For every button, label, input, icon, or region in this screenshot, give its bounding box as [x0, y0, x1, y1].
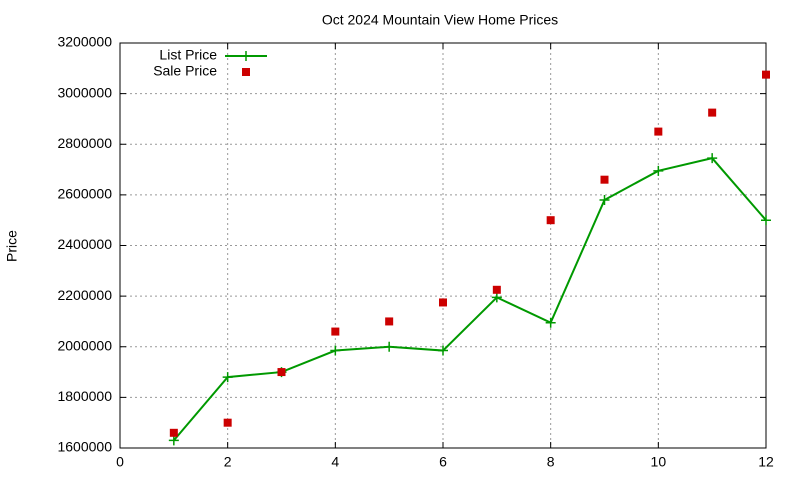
marker-shape — [599, 194, 610, 205]
data-point — [169, 428, 178, 437]
y-tick-label: 2000000 — [57, 337, 112, 353]
x-tick-label: 6 — [439, 454, 447, 470]
data-point — [438, 345, 448, 356]
data-point — [653, 165, 664, 176]
x-tick-label: 10 — [651, 454, 667, 470]
marker-shape — [491, 292, 502, 303]
y-tick-label: 3000000 — [57, 84, 112, 100]
legend-label: List Price — [159, 47, 217, 63]
y-tick-label: 2600000 — [57, 186, 112, 202]
data-point — [330, 345, 341, 356]
marker-shape — [222, 372, 233, 383]
data-point — [654, 127, 663, 136]
data-point — [223, 418, 232, 427]
plot-border — [119, 42, 767, 449]
y-tick-label: 1600000 — [57, 439, 112, 455]
data-point — [708, 108, 717, 117]
y-tick-label: 2800000 — [57, 135, 112, 151]
y-axis-label: Price — [4, 230, 20, 262]
y-tick-label: 3200000 — [57, 34, 112, 50]
data-point — [546, 216, 555, 225]
marker-shape — [761, 215, 771, 226]
x-tick-label: 2 — [224, 454, 232, 470]
data-point — [277, 368, 286, 377]
data-point — [599, 194, 610, 205]
legend-marker — [242, 68, 250, 76]
data-point — [545, 317, 556, 328]
data-point — [384, 341, 395, 352]
legend-marker — [241, 51, 251, 61]
chart-title: Oct 2024 Mountain View Home Prices — [322, 12, 558, 28]
data-point — [491, 292, 502, 303]
y-tick-label: 1800000 — [57, 388, 112, 404]
marker-shape — [653, 165, 664, 176]
x-tick-label: 12 — [758, 454, 774, 470]
data-point — [439, 298, 447, 307]
data-point — [492, 285, 501, 294]
marker-shape — [707, 153, 718, 164]
data-point — [761, 215, 771, 226]
series-line — [173, 157, 767, 442]
data-point — [707, 153, 718, 164]
marker-shape — [168, 435, 179, 446]
data-point — [385, 317, 394, 326]
data-point — [168, 435, 179, 446]
data-point — [331, 327, 340, 336]
marker-shape — [438, 345, 448, 356]
data-point — [222, 372, 233, 383]
data-point — [600, 175, 609, 184]
x-tick-label: 8 — [547, 454, 555, 470]
y-tick-label: 2200000 — [57, 287, 112, 303]
x-tick-label: 4 — [331, 454, 339, 470]
y-tick-label: 2400000 — [57, 236, 112, 252]
data-point — [762, 70, 770, 79]
legend-label: Sale Price — [153, 63, 217, 79]
marker-shape — [241, 51, 251, 61]
marker-shape — [384, 341, 395, 352]
marker-shape — [545, 317, 556, 328]
marker-shape — [330, 345, 341, 356]
x-tick-label: 0 — [116, 454, 124, 470]
